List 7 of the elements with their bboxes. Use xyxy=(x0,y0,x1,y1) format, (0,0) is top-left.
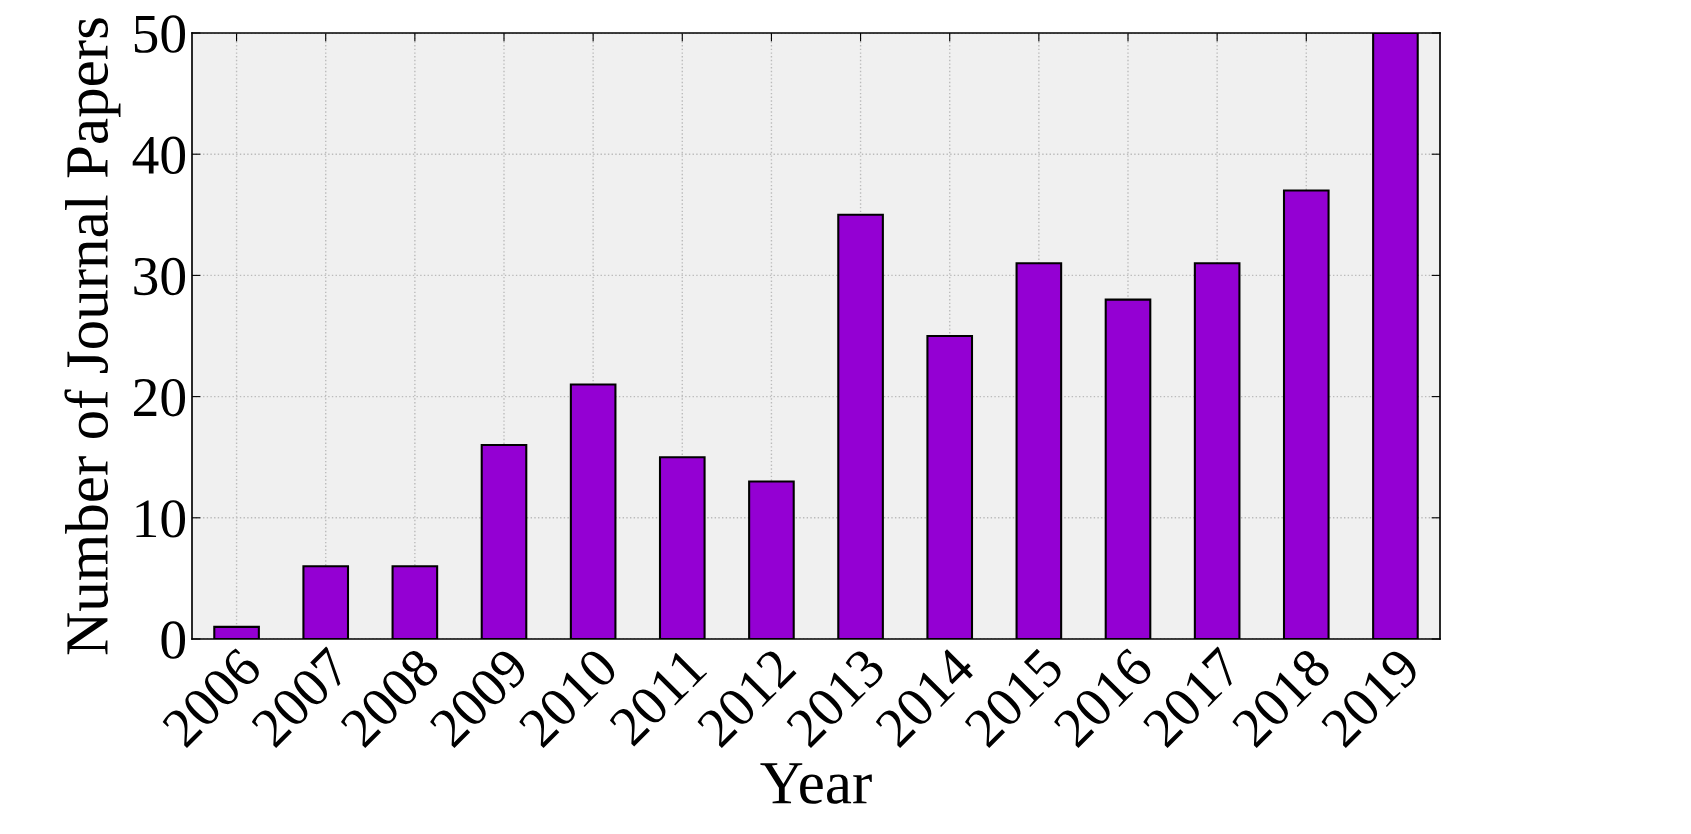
y-tick-label: 20 xyxy=(134,378,186,417)
y-tick-label: 40 xyxy=(132,136,186,175)
y-tick-label: 10 xyxy=(136,500,186,538)
x-axis-title: Year xyxy=(760,763,872,804)
y-tick-label: 30 xyxy=(134,257,186,296)
y-axis-title: Number of Journal Papers xyxy=(64,18,121,655)
y-tick-label: 50 xyxy=(134,15,186,53)
